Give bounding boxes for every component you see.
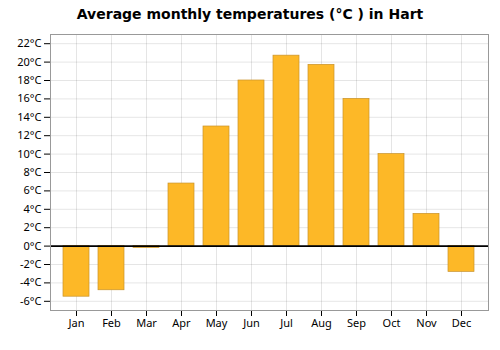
svg-text:Dec: Dec — [452, 315, 472, 330]
svg-text:May: May — [206, 315, 228, 330]
svg-text:10°C: 10°C — [17, 146, 41, 161]
svg-text:2°C: 2°C — [24, 219, 42, 234]
svg-text:18°C: 18°C — [17, 72, 41, 87]
svg-text:Feb: Feb — [102, 315, 121, 330]
svg-text:Mar: Mar — [136, 315, 157, 330]
svg-text:6°C: 6°C — [24, 182, 42, 197]
svg-text:14°C: 14°C — [17, 109, 41, 124]
svg-text:Oct: Oct — [383, 315, 401, 330]
svg-text:Aug: Aug — [311, 315, 332, 330]
svg-text:0°C: 0°C — [24, 238, 42, 253]
svg-text:Jul: Jul — [279, 315, 293, 330]
svg-text:22°C: 22°C — [17, 35, 41, 50]
svg-text:-2°C: -2°C — [20, 256, 42, 271]
svg-text:Sep: Sep — [347, 315, 366, 330]
svg-text:16°C: 16°C — [17, 90, 41, 105]
svg-text:4°C: 4°C — [24, 201, 42, 216]
svg-text:-6°C: -6°C — [20, 293, 42, 308]
svg-text:Jun: Jun — [242, 315, 260, 330]
svg-text:Jan: Jan — [68, 315, 85, 330]
svg-text:12°C: 12°C — [17, 127, 41, 142]
svg-text:Nov: Nov — [416, 315, 437, 330]
svg-text:20°C: 20°C — [17, 54, 41, 69]
html-text:Average monthly temperatures (: Average monthly temperatures (°C ) in Ha… — [76, 6, 424, 22]
svg-text:Apr: Apr — [172, 315, 191, 330]
svg-text:8°C: 8°C — [24, 164, 42, 179]
svg-text:-4°C: -4°C — [20, 274, 42, 289]
